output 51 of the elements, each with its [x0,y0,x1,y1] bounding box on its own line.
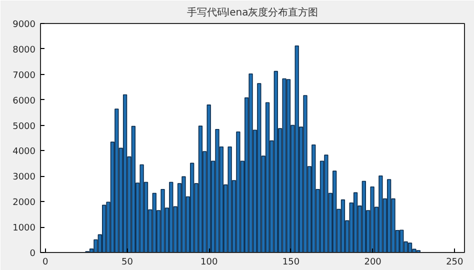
bar [386,179,392,252]
bar [282,78,286,252]
y-tick-label: 0 [30,249,36,259]
bar [324,154,328,252]
x-tick-label: 200 [364,258,382,268]
bar [378,176,383,252]
bar [274,70,278,252]
bar [248,73,253,252]
bar [206,104,211,252]
bar [265,102,270,252]
bar [312,144,316,252]
bar [182,176,186,252]
y-tick-label: 6000 [12,96,36,106]
bar [122,94,128,252]
bar [160,189,165,252]
bar [340,199,346,252]
x-tick-label: 150 [282,258,300,268]
y-tick-label: 4000 [12,147,36,158]
bar [400,230,404,252]
bar [140,164,144,252]
y-tick-label: 9000 [12,20,36,30]
bar [236,131,240,252]
bar [294,45,299,252]
y-tick-label: 8000 [12,45,36,56]
x-tick-label: 0 [42,258,49,268]
y-tick-label: 7000 [12,70,36,81]
x-tick-label: 250 [446,258,464,268]
x-tick-label: 50 [122,258,134,268]
bar [286,79,291,252]
bar [215,128,220,252]
bar [257,83,262,252]
bar [190,162,194,252]
y-tick-label: 1000 [12,224,36,234]
bar [370,186,374,252]
bar [152,192,156,252]
y-tick-label: 2000 [12,198,36,208]
bar [169,182,174,252]
bar [303,95,308,252]
x-tick-label: 100 [200,258,218,268]
bar [198,126,203,252]
y-tick-label: 3000 [12,172,36,183]
bar [102,204,106,252]
y-tick-label: 5000 [12,122,36,132]
bar [131,126,136,252]
bar [353,192,358,252]
bar [114,108,119,252]
bar [228,146,232,252]
bar [408,242,412,252]
bar [362,180,366,252]
chart-title: 手写代码lena灰度分布直方图 [186,6,318,18]
bar [332,170,337,252]
